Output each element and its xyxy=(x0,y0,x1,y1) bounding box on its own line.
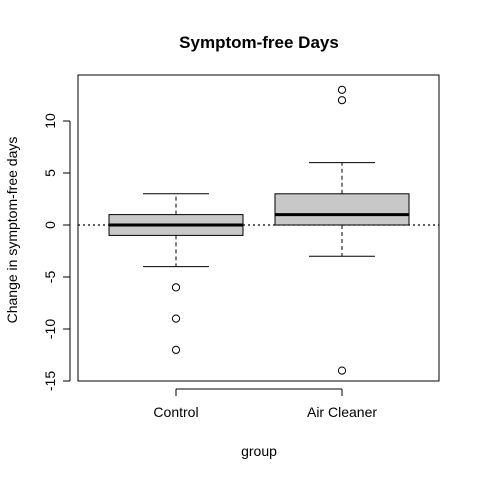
y-tick-label: -10 xyxy=(42,319,58,339)
y-tick-label: 5 xyxy=(42,169,58,177)
chart-title: Symptom-free Days xyxy=(179,33,339,52)
y-axis-label: Change in symptom-free days xyxy=(4,137,20,324)
y-tick-label: -5 xyxy=(42,271,58,284)
outlier-point xyxy=(171,345,181,354)
boxes xyxy=(108,85,410,375)
plot-frame xyxy=(77,74,440,382)
box-air-cleaner xyxy=(274,85,410,375)
x-tick-label: Air Cleaner xyxy=(307,404,377,420)
outlier-point xyxy=(337,96,347,105)
y-axis: -15 -10 -5 0 5 10 xyxy=(42,113,71,391)
x-axis-label: group xyxy=(241,443,277,459)
outlier-point xyxy=(171,314,181,323)
y-tick-label: -15 xyxy=(42,371,58,391)
x-tick-label: Control xyxy=(153,404,198,420)
outlier-point xyxy=(337,366,347,375)
iqr-box xyxy=(274,193,410,226)
outlier-point xyxy=(337,85,347,94)
y-tick-label: 0 xyxy=(42,221,58,229)
y-tick-label: 10 xyxy=(42,113,58,129)
box-control xyxy=(108,193,244,354)
x-axis: Control Air Cleaner xyxy=(153,388,377,420)
outlier-point xyxy=(171,283,181,292)
